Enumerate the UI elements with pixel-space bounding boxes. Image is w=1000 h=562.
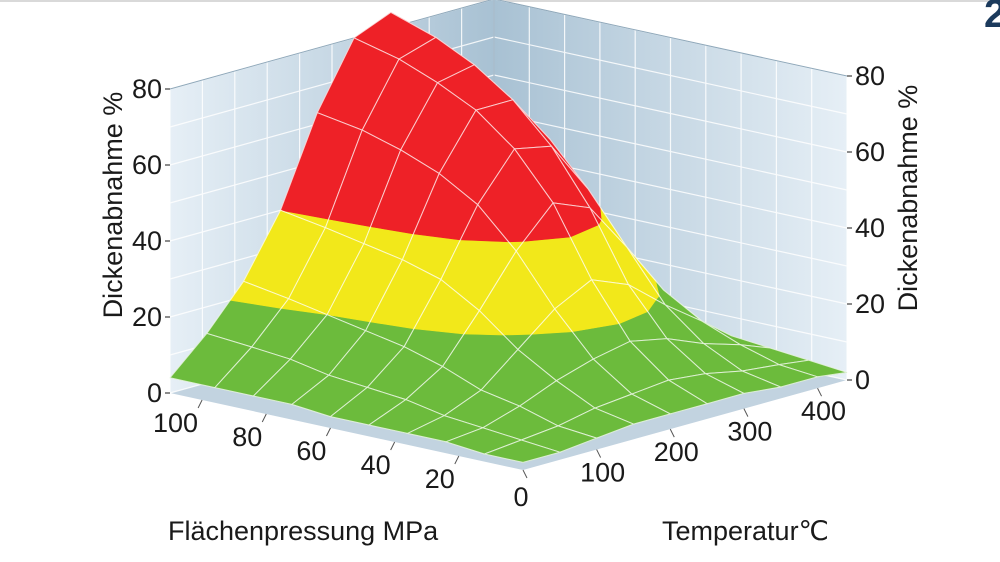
temperature-tick-label: 300 (727, 417, 772, 447)
pressure-tick-mark (261, 413, 267, 423)
temperature-tick-mark (522, 469, 528, 479)
z-tick-label-left: 80 (132, 74, 162, 104)
pressure-tick-mark (390, 441, 396, 451)
pressure-tick-mark (454, 455, 460, 465)
temperature-tick-mark (669, 428, 675, 438)
temperature-tick-label: 400 (801, 396, 846, 426)
z-tick-label-right: 0 (855, 365, 870, 395)
surface-plot (169, 11, 848, 463)
temperature-tick-mark (596, 449, 602, 458)
z-tick-label-left: 0 (147, 378, 162, 408)
box-top-edge (169, 0, 848, 90)
z-axis-label-right: Dickenabnahme % (893, 85, 923, 312)
z-tick-label-right: 80 (855, 61, 885, 91)
z-axis-label-left: Dickenabnahme % (98, 92, 128, 319)
pressure-tick-mark (197, 399, 203, 409)
pressure-tick-label: 40 (361, 450, 391, 480)
z-tick-label-right: 20 (855, 289, 885, 319)
pressure-tick-label: 20 (425, 464, 455, 494)
temperature-tick-label: 100 (580, 458, 625, 488)
pressure-tick-label: 80 (232, 422, 262, 452)
pressure-tick-mark (326, 427, 331, 437)
temperature-tick-label: 200 (654, 437, 699, 467)
temperature-tick-mark (743, 408, 749, 417)
temperature-axis-label: Temperatur℃ (662, 516, 829, 546)
pressure-tick-label: 60 (296, 436, 326, 466)
pressure-tick-label: 100 (153, 408, 198, 438)
temperature-tick-label: 0 (513, 482, 528, 512)
z-tick-label-left: 20 (132, 302, 162, 332)
z-tick-label-right: 60 (855, 137, 885, 167)
page-corner-mark: 2 (984, 0, 1000, 36)
z-tick-label-right: 40 (855, 213, 885, 243)
z-tick-label-left: 40 (132, 226, 162, 256)
surface-mesh-cell (482, 439, 562, 463)
pressure-axis-label: Flächenpressung MPa (168, 516, 439, 546)
axis-labels: Dickenabnahme % Dickenabnahme % Flächenp… (98, 85, 923, 546)
z-tick-label-left: 60 (132, 150, 162, 180)
temperature-tick-mark (817, 387, 822, 397)
